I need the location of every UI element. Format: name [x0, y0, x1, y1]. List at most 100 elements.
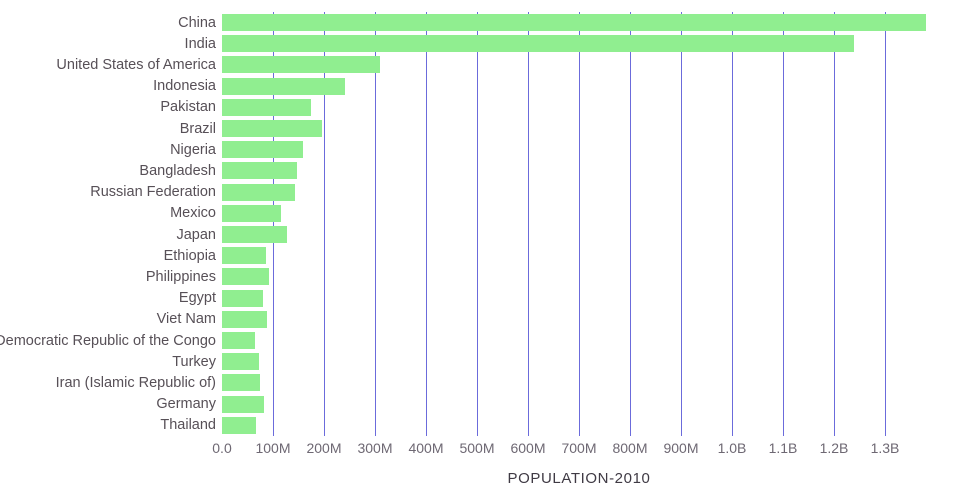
bar-track	[222, 226, 936, 244]
chart-row: Democratic Republic of the Congo	[0, 330, 936, 351]
bar-track	[222, 35, 936, 53]
bar-track	[222, 289, 936, 307]
population-bar[interactable]	[222, 416, 257, 434]
x-gridline	[528, 12, 529, 436]
population-bar[interactable]	[222, 204, 281, 222]
country-label: Germany	[156, 396, 216, 413]
population-bar[interactable]	[222, 56, 380, 74]
bar-track	[222, 141, 936, 159]
population-bar[interactable]	[222, 162, 298, 180]
population-bar[interactable]	[222, 141, 303, 159]
population-bar[interactable]	[222, 35, 855, 53]
population-bar[interactable]	[222, 395, 264, 413]
chart-row: Egypt	[0, 288, 936, 309]
country-label: Iran (Islamic Republic of)	[55, 374, 216, 391]
bar-track	[222, 77, 936, 95]
bar-track	[222, 374, 936, 392]
chart-row: Indonesia	[0, 76, 936, 97]
bar-track	[222, 56, 936, 74]
chart-row: Bangladesh	[0, 160, 936, 181]
population-bar[interactable]	[222, 226, 288, 244]
bar-track	[222, 204, 936, 222]
x-gridline	[885, 12, 886, 436]
country-label: India	[184, 35, 216, 52]
country-label: Viet Nam	[156, 311, 216, 328]
population-bar[interactable]	[222, 14, 926, 31]
x-tick-label: 1.0B	[717, 440, 747, 456]
x-gridline	[579, 12, 580, 436]
bar-track	[222, 395, 936, 413]
chart-row: Russian Federation	[0, 182, 936, 203]
x-tick-label: 100M	[255, 440, 291, 456]
bar-track	[222, 353, 936, 371]
country-label: Democratic Republic of the Congo	[0, 332, 216, 349]
population-bar[interactable]	[222, 374, 260, 392]
chart-row: Philippines	[0, 266, 936, 287]
x-tick-label: 200M	[306, 440, 342, 456]
chart-row: Iran (Islamic Republic of)	[0, 372, 936, 393]
chart-row: Ethiopia	[0, 245, 936, 266]
country-label: Egypt	[178, 290, 216, 307]
bar-track	[222, 247, 936, 265]
bar-track	[222, 98, 936, 116]
population-bar[interactable]	[222, 77, 346, 95]
x-tick-label: 700M	[561, 440, 597, 456]
country-label: Indonesia	[153, 78, 216, 95]
x-gridline	[783, 12, 784, 436]
chart-row: Brazil	[0, 118, 936, 139]
chart-row: Germany	[0, 394, 936, 415]
country-label: Japan	[176, 226, 216, 243]
x-tick-label: 1.2B	[819, 440, 849, 456]
x-tick-label: 1.3B	[870, 440, 900, 456]
x-gridline	[477, 12, 478, 436]
country-label: Mexico	[170, 205, 216, 222]
population-bar[interactable]	[222, 332, 255, 350]
bar-track	[222, 416, 936, 434]
x-tick-label: 500M	[459, 440, 495, 456]
bar-track	[222, 332, 936, 350]
population-bar[interactable]	[222, 120, 322, 138]
chart-row: India	[0, 33, 936, 54]
x-gridline	[681, 12, 682, 436]
population-bar[interactable]	[222, 268, 270, 286]
population-bar[interactable]	[222, 247, 267, 265]
x-axis-tick-labels: 0.0 100M 200M 300M 400M 500M 600M 700M 800M 900M 1…	[212, 440, 936, 458]
country-label: Russian Federation	[90, 184, 216, 201]
bar-track	[222, 268, 936, 286]
x-tick-label: 900M	[663, 440, 699, 456]
chart-row: United States of America	[0, 54, 936, 75]
chart-row: China	[0, 12, 936, 33]
x-axis-title: POPULATION-2010	[507, 470, 651, 487]
population-bar[interactable]	[222, 310, 267, 328]
chart-row: Pakistan	[0, 97, 936, 118]
chart-row: Viet Nam	[0, 309, 936, 330]
country-label: Nigeria	[170, 141, 216, 158]
country-label: Bangladesh	[139, 162, 216, 179]
chart-row: Thailand	[0, 415, 936, 436]
x-gridline	[324, 12, 325, 436]
country-label: Brazil	[179, 120, 216, 137]
country-label: Turkey	[172, 353, 216, 370]
bar-track	[222, 14, 936, 31]
x-gridline	[834, 12, 835, 436]
bar-track	[222, 310, 936, 328]
country-label: Ethiopia	[163, 247, 216, 264]
x-tick-label: 800M	[612, 440, 648, 456]
country-label: Pakistan	[160, 99, 216, 116]
population-bar[interactable]	[222, 183, 295, 201]
bar-track	[222, 162, 936, 180]
country-label: Thailand	[160, 417, 216, 434]
x-gridline	[426, 12, 427, 436]
population-bar[interactable]	[222, 289, 264, 307]
gridlines-layer	[222, 12, 936, 436]
bar-track	[222, 120, 936, 138]
x-gridline	[375, 12, 376, 436]
x-tick-label: 300M	[357, 440, 393, 456]
population-bar[interactable]	[222, 98, 311, 116]
population-bar[interactable]	[222, 353, 259, 371]
chart-row: Turkey	[0, 351, 936, 372]
x-gridline	[732, 12, 733, 436]
bar-track	[222, 183, 936, 201]
x-tick-label: 600M	[510, 440, 546, 456]
